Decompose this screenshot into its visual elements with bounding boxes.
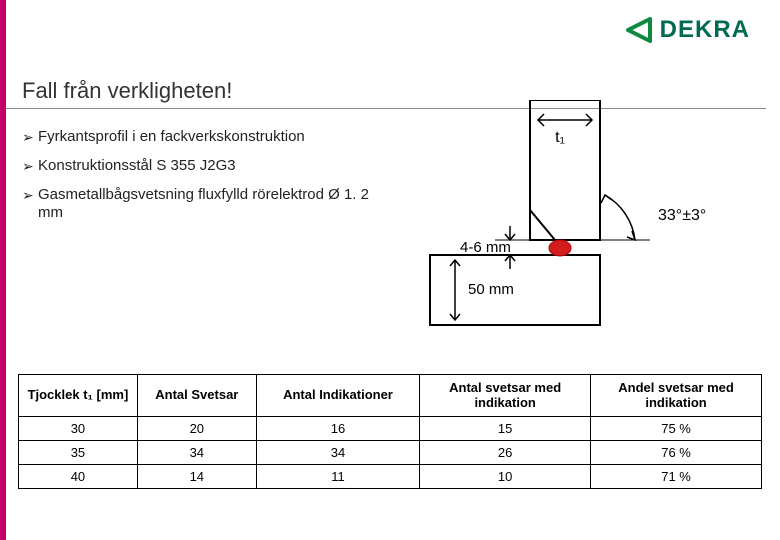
table-cell: 20	[137, 417, 256, 441]
table-cell: 14	[137, 465, 256, 489]
table-row: 35 34 34 26 76 %	[19, 441, 762, 465]
bullet-text: Fyrkantsprofil i en fackverkskonstruktio…	[38, 128, 305, 147]
page-title: Fall från verkligheten!	[22, 78, 232, 104]
table-row: 30 20 16 15 75 %	[19, 417, 762, 441]
table-header-row: Tjocklek t₁ [mm] Antal Svetsar Antal Ind…	[19, 375, 762, 417]
table-cell: 40	[19, 465, 138, 489]
col-header: Antal Indikationer	[256, 375, 419, 417]
bullet-item: ➢ Fyrkantsprofil i en fackverkskonstrukt…	[22, 128, 392, 147]
slide: DEKRA Fall från verkligheten! ➢ Fyrkants…	[0, 0, 780, 540]
col-header: Andel svetsar med indikation	[591, 375, 762, 417]
col-header-text: Andel svetsar med indikation	[618, 380, 734, 410]
col-header-text: Antal svetsar med indikation	[449, 380, 561, 410]
col-header: Antal svetsar med indikation	[420, 375, 591, 417]
table-cell: 34	[256, 441, 419, 465]
data-table: Tjocklek t₁ [mm] Antal Svetsar Antal Ind…	[18, 374, 762, 489]
col-header-text: Tjocklek t₁ [mm]	[28, 387, 129, 402]
bullet-arrow-icon: ➢	[22, 187, 38, 205]
table-cell: 26	[420, 441, 591, 465]
col-header-text: Antal Svetsar	[155, 387, 238, 402]
table-cell: 75 %	[591, 417, 762, 441]
table-cell: 71 %	[591, 465, 762, 489]
bullet-list: ➢ Fyrkantsprofil i en fackverkskonstrukt…	[22, 128, 392, 233]
table-cell: 11	[256, 465, 419, 489]
table-cell: 16	[256, 417, 419, 441]
bullet-text: Konstruktionsstål S 355 J2G3	[38, 157, 236, 176]
brand-name: DEKRA	[660, 16, 750, 44]
table-cell: 35	[19, 441, 138, 465]
table-cell: 30	[19, 417, 138, 441]
table-cell: 10	[420, 465, 591, 489]
col-header-text: Antal Indikationer	[283, 387, 393, 402]
diagram-svg: t₁ 4-6 mm 50 mm 33°±3°	[400, 100, 760, 360]
table-cell: 34	[137, 441, 256, 465]
bullet-text: Gasmetallbågsvetsning fluxfylld rörelekt…	[38, 186, 392, 224]
height-label: 50 mm	[468, 281, 514, 298]
bullet-arrow-icon: ➢	[22, 129, 38, 147]
bullet-item: ➢ Gasmetallbågsvetsning fluxfylld rörele…	[22, 186, 392, 224]
col-header: Tjocklek t₁ [mm]	[19, 375, 138, 417]
gap-label: 4-6 mm	[460, 239, 511, 256]
table-row: 40 14 11 10 71 %	[19, 465, 762, 489]
weld-diagram: t₁ 4-6 mm 50 mm 33°±3°	[400, 100, 760, 360]
col-header: Antal Svetsar	[137, 375, 256, 417]
angle-label: 33°±3°	[658, 207, 706, 224]
table-cell: 76 %	[591, 441, 762, 465]
logo-triangle-icon	[626, 17, 654, 43]
table-cell: 15	[420, 417, 591, 441]
data-table-wrap: Tjocklek t₁ [mm] Antal Svetsar Antal Ind…	[18, 374, 762, 489]
accent-stripe	[0, 0, 6, 540]
t1-label: t₁	[555, 129, 565, 146]
bullet-item: ➢ Konstruktionsstål S 355 J2G3	[22, 157, 392, 176]
brand-logo: DEKRA	[626, 16, 750, 44]
bullet-arrow-icon: ➢	[22, 158, 38, 176]
